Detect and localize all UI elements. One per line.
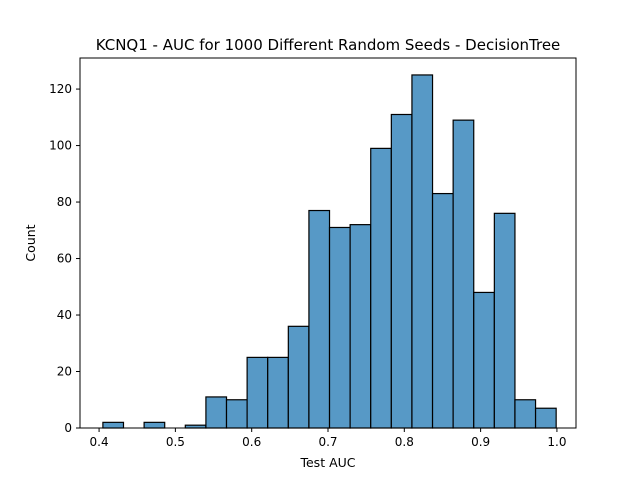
histogram-bar: [411, 74, 434, 429]
histogram-bar: [473, 291, 495, 429]
histogram-bar: [308, 209, 331, 429]
y-tick-label: 60: [57, 252, 72, 266]
x-axis-label: Test AUC: [299, 455, 355, 470]
histogram-bar: [370, 147, 392, 429]
histogram-bar: [246, 356, 269, 429]
y-tick-label: 120: [49, 82, 72, 96]
histogram-bar: [349, 224, 372, 429]
histogram-bar: [452, 119, 475, 429]
y-tick-label: 40: [57, 308, 72, 322]
histogram-bar: [431, 192, 454, 429]
histogram-bar: [534, 407, 557, 429]
x-tick-label: 0.8: [395, 435, 414, 449]
chart-title: KCNQ1 - AUC for 1000 Different Random Se…: [96, 36, 561, 54]
x-tick-label: 0.6: [242, 435, 261, 449]
histogram-bar: [493, 212, 516, 429]
histogram-bar: [267, 356, 289, 429]
histogram-bar: [143, 421, 166, 429]
x-axis: 0.4 0.5 0.6 0.7 0.8 0.9 1.0: [90, 428, 566, 449]
y-axis-label: Count: [23, 224, 38, 261]
y-tick-label: 20: [57, 365, 72, 379]
x-tick-label: 0.5: [166, 435, 185, 449]
y-axis: 0 20 40 60 80 100 120: [49, 82, 80, 435]
histogram-bar: [328, 226, 351, 429]
x-tick-label: 1.0: [547, 435, 566, 449]
histogram-bar: [287, 325, 310, 429]
y-tick-label: 100: [49, 139, 72, 153]
x-tick-label: 0.9: [471, 435, 490, 449]
y-tick-label: 80: [57, 195, 72, 209]
histogram-bar: [102, 421, 125, 429]
histogram-bar: [225, 399, 248, 429]
x-tick-label: 0.7: [318, 435, 337, 449]
histogram-bar: [205, 396, 228, 429]
y-tick-label: 0: [64, 421, 72, 435]
histogram-bar: [514, 399, 537, 429]
histogram-bar: [390, 113, 413, 429]
x-tick-label: 0.4: [90, 435, 109, 449]
